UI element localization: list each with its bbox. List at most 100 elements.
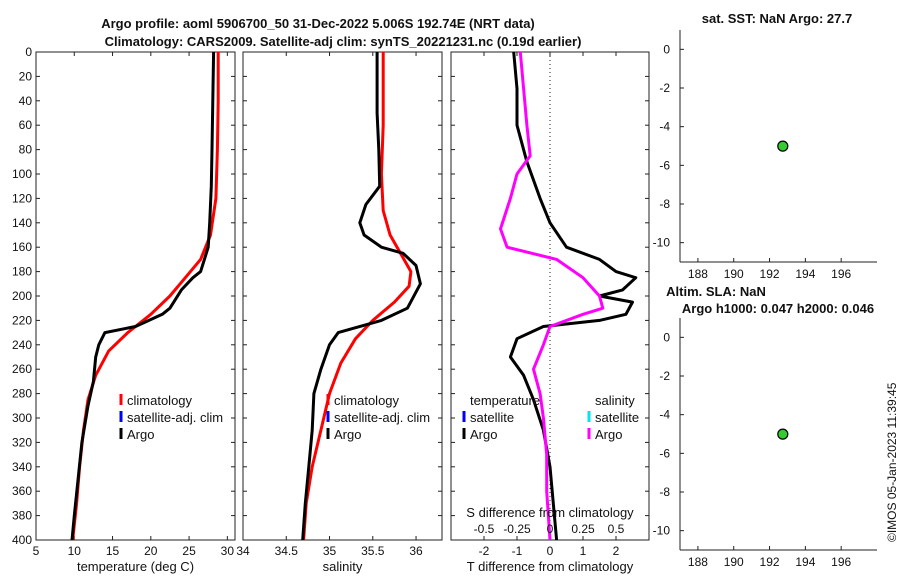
difference-xlabel-top: S difference from climatology (466, 505, 634, 520)
salinity-xtick-label: 35.5 (361, 544, 385, 558)
temperature-xtick-label: 30 (221, 544, 235, 558)
temperature-xtick-label: 25 (182, 544, 196, 558)
legend-s-satellite-label: satellite (595, 410, 639, 425)
depth-tick-label: 380 (12, 509, 32, 523)
sst-title: sat. SST: NaN Argo: 27.7 (702, 11, 853, 26)
difference-series-s-argo (499, 51, 605, 541)
temperature-legend-1-label: satellite-adj. clim (127, 410, 223, 425)
depth-tick-label: 300 (12, 411, 32, 425)
salinity-panel: 34 34.5 35 35.5 36 salinity climatology satelli… (236, 51, 443, 574)
sla-map-panel: Altim. SLA: NaN Argo h1000: 0.047 h2000:… (653, 284, 877, 569)
depth-tick-label: 40 (19, 94, 33, 108)
sla-ytick-label: -2 (659, 369, 670, 383)
depth-tick-label: 360 (12, 484, 32, 498)
salinity-xlabel: salinity (323, 559, 363, 574)
depth-tick-label: 100 (12, 167, 32, 181)
salinity-series-argo (301, 52, 422, 541)
sst-ytick-label: -6 (659, 158, 670, 172)
temperature-series-climatology (71, 52, 220, 541)
sst-profile-location-marker (777, 140, 789, 152)
difference-panel: -2 -1 0 1 2T difference from climatology temp… (450, 51, 650, 574)
difference-xtick-label: -1 (512, 544, 523, 558)
temperature-axes-frame (35, 51, 236, 541)
difference-top-tick-label: -0.5 (474, 522, 495, 536)
legend-s-argo-label: Argo (595, 427, 622, 442)
sla-subtitle: Argo h1000: 0.047 h2000: 0.046 (682, 301, 874, 316)
sla-xtick-label: 196 (831, 555, 851, 569)
difference-top-tick-label: -0.25 (503, 522, 531, 536)
temperature-legend-2-label: Argo (127, 427, 154, 442)
temperature-panel: 0 20 40 60 80 100 120 140 160 180 200 220 240 260 280 3… (12, 45, 236, 574)
legend-t-argo-label: Argo (470, 427, 497, 442)
legend-temperature-title: temperature (470, 393, 540, 408)
depth-tick-label: 220 (12, 313, 32, 327)
depth-tick-label: 200 (12, 289, 32, 303)
depth-tick-label: 80 (19, 143, 33, 157)
salinity-axes-frame (242, 51, 443, 541)
sla-ytick-label: -4 (659, 408, 670, 422)
sst-ytick-label: -10 (653, 236, 671, 250)
difference-xtick-label: 2 (613, 544, 620, 558)
sst-xtick-label: 196 (831, 267, 851, 281)
temperature-xtick-label: 5 (33, 544, 40, 558)
sla-title: Altim. SLA: NaN (666, 284, 766, 299)
salinity-xtick-label: 36 (409, 544, 423, 558)
depth-tick-label: 160 (12, 240, 32, 254)
depth-tick-label: 140 (12, 216, 32, 230)
sla-xtick-label: 194 (795, 555, 815, 569)
sla-profile-location-marker (777, 428, 789, 440)
difference-xlabel: T difference from climatology (467, 559, 634, 574)
depth-tick-label: 280 (12, 387, 32, 401)
temperature-legend-0-label: climatology (127, 393, 193, 408)
temperature-xtick-label: 20 (144, 544, 158, 558)
sst-xtick-label: 190 (724, 267, 744, 281)
sla-xtick-label: 190 (724, 555, 744, 569)
sla-xtick-label: 192 (760, 555, 780, 569)
salinity-legend-1-label: satellite-adj. clim (334, 410, 430, 425)
sla-ytick-label: -10 (653, 524, 671, 538)
sst-ytick-label: -4 (659, 120, 670, 134)
depth-tick-label: 60 (19, 118, 33, 132)
depth-tick-label: 20 (19, 69, 33, 83)
depth-tick-label: 240 (12, 338, 32, 352)
difference-top-tick-label: 0 (547, 522, 554, 536)
salinity-xtick-label: 35 (323, 544, 337, 558)
salinity-legend-0-label: climatology (334, 393, 400, 408)
sst-xtick-label: 192 (760, 267, 780, 281)
depth-tick-label: 400 (12, 533, 32, 547)
salinity-series-climatology (302, 52, 413, 541)
salinity-xtick-label: 34 (236, 544, 250, 558)
difference-series-t-argo (508, 51, 638, 541)
sla-ytick-label: 0 (663, 330, 670, 344)
depth-tick-label: 180 (12, 265, 32, 279)
temperature-xtick-label: 10 (68, 544, 82, 558)
sst-ytick-label: -2 (659, 81, 670, 95)
temperature-xtick-label: 15 (106, 544, 120, 558)
sla-ytick-label: -6 (659, 446, 670, 460)
sla-ytick-label: -8 (659, 485, 670, 499)
sst-ytick-label: 0 (663, 42, 670, 56)
temperature-xlabel: temperature (deg C) (77, 559, 194, 574)
depth-tick-label: 120 (12, 191, 32, 205)
legend-salinity-title: salinity (595, 393, 635, 408)
salinity-xtick-label: 34.5 (275, 544, 299, 558)
legend-t-satellite-label: satellite (470, 410, 514, 425)
sla-xtick-label: 188 (688, 555, 708, 569)
difference-top-tick-label: 0.25 (571, 522, 595, 536)
sst-map-panel: sat. SST: NaN Argo: 27.7 0 -2 -4 -6 -8 -10 188… (653, 11, 877, 281)
difference-xtick-label: -2 (479, 544, 490, 558)
temperature-series-argo (70, 51, 216, 541)
depth-tick-label: 0 (25, 45, 32, 59)
depth-tick-label: 340 (12, 460, 32, 474)
depth-tick-label: 260 (12, 362, 32, 376)
salinity-legend-2-label: Argo (334, 427, 361, 442)
timestamp-watermark: ©IMOS 05-Jan-2023 11:39:45 (885, 382, 899, 542)
chart-title-line1: Argo profile: aoml 5906700_50 31-Dec-202… (101, 16, 535, 31)
difference-top-tick-label: 0.5 (608, 522, 625, 536)
sst-xtick-label: 188 (688, 267, 708, 281)
sst-xtick-label: 194 (795, 267, 815, 281)
depth-tick-label: 320 (12, 435, 32, 449)
chart-title-line2: Climatology: CARS2009. Satellite-adj cli… (105, 34, 582, 49)
difference-xtick-label: 0 (547, 544, 554, 558)
